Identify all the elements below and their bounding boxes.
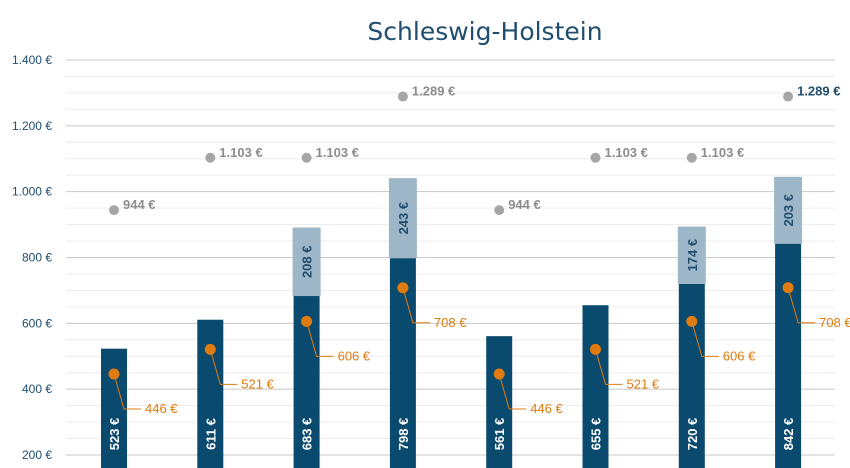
gray-marker (397, 91, 408, 102)
orange-marker-label: 708 € (819, 315, 850, 330)
stack-value-label: 208 € (300, 246, 315, 279)
orange-marker-leader (787, 287, 816, 324)
gray-marker (686, 152, 697, 163)
orange-marker-label: 708 € (434, 315, 467, 330)
orange-marker-label: 521 € (241, 376, 274, 391)
orange-marker-leader (402, 287, 430, 324)
bar-value-label: 611 € (203, 418, 218, 450)
markers: 944 € 1.103 € 1.103 € 1.289 € 944 € 1.103 € 1.… (108, 84, 850, 416)
orange-marker-leader (691, 321, 719, 357)
gray-marker (205, 152, 216, 163)
bar-value-label: 842 € (781, 418, 796, 451)
orange-marker (493, 368, 505, 380)
orange-marker (204, 343, 216, 355)
gray-marker (301, 152, 312, 163)
gray-marker-label: 1.103 € (316, 145, 359, 160)
y-tick-label: 1.400 € (12, 53, 52, 67)
orange-marker-label: 446 € (530, 401, 563, 416)
bar-value-label: 683 € (300, 418, 315, 451)
gray-marker-label: 1.103 € (701, 145, 744, 160)
orange-marker (108, 368, 120, 380)
gray-marker-label: 944 € (123, 197, 156, 212)
orange-marker (782, 282, 794, 294)
y-tick-label: 600 € (22, 316, 52, 330)
bar-base (486, 336, 513, 468)
y-tick-label: 800 € (22, 251, 52, 265)
stack-value-label: 243 € (396, 202, 411, 235)
y-axis: 200 € 400 € 600 € 800 € 1.000 € 1.200 € 1.400 … (12, 53, 52, 462)
orange-marker-leader (498, 373, 527, 410)
bar-value-label: 561 € (492, 418, 507, 451)
bar-value-label: 720 € (685, 418, 700, 451)
y-tick-label: 200 € (22, 448, 52, 462)
stack-value-label: 174 € (685, 239, 700, 272)
gray-marker-label: 1.103 € (605, 145, 648, 160)
chart-title: Schleswig-Holstein (367, 17, 602, 46)
bar-value-label: 655 € (589, 418, 604, 451)
bar-base (582, 305, 609, 468)
gray-marker-label: 1.289 € (797, 84, 840, 99)
gray-marker (783, 91, 794, 102)
bar-stack (388, 178, 417, 259)
orange-marker (590, 343, 601, 355)
orange-marker-label: 606 € (338, 348, 371, 363)
orange-marker-leader (209, 349, 238, 385)
gridlines (66, 59, 835, 456)
orange-marker-label: 446 € (145, 401, 178, 416)
gray-marker (494, 205, 505, 216)
orange-marker-leader (306, 321, 334, 357)
bar-stack (774, 176, 803, 244)
gray-marker-label: 1.103 € (219, 145, 262, 160)
bar-stack (677, 226, 706, 284)
gray-marker (109, 205, 119, 216)
gray-marker-label: 944 € (508, 197, 541, 212)
bar-base (678, 283, 705, 468)
orange-marker (397, 282, 409, 294)
orange-marker (686, 315, 698, 327)
orange-marker-label: 606 € (723, 348, 756, 363)
bar-base (775, 243, 802, 468)
gray-marker (590, 152, 601, 163)
orange-marker (301, 315, 313, 327)
orange-marker-label: 521 € (627, 376, 660, 391)
y-tick-label: 1.000 € (12, 185, 52, 199)
bar-stack (292, 227, 321, 297)
orange-marker-leader (113, 373, 141, 410)
orange-marker-leader (595, 349, 623, 385)
gray-marker-label: 1.289 € (412, 84, 455, 99)
y-tick-label: 400 € (22, 382, 52, 396)
bar-value-label: 798 € (396, 418, 411, 451)
stack-value-label: 203 € (781, 194, 796, 227)
bar-value-label: 523 € (107, 418, 122, 451)
y-tick-label: 1.200 € (12, 119, 52, 133)
